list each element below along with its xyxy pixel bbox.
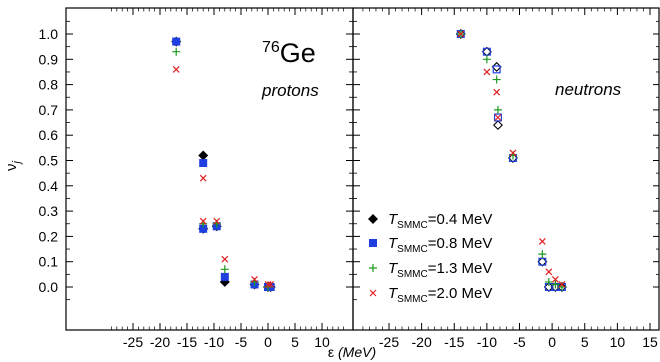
legend-entry: TSMMC=1.3 MeV xyxy=(369,260,492,280)
data-point-protons-x xyxy=(199,217,207,225)
data-point-protons-x xyxy=(221,255,229,263)
legend-entry: TSMMC=0.4 MeV xyxy=(368,211,492,231)
data-point-neutrons-plus xyxy=(544,277,553,286)
series-group-protons xyxy=(171,36,276,292)
legend-label: TSMMC=2.0 MeV xyxy=(388,285,492,305)
data-point-protons-x xyxy=(199,174,207,182)
data-point-neutrons-x xyxy=(483,68,491,76)
y-tick-label: 0.8 xyxy=(39,77,59,93)
legend-entry: TSMMC=0.8 MeV xyxy=(369,235,492,255)
data-point-protons-x xyxy=(213,217,221,225)
data-point-protons-diamond xyxy=(198,150,209,161)
panel-label-protons: protons xyxy=(261,81,319,100)
data-point-neutrons-plus xyxy=(538,250,547,259)
x-tick-label: -20 xyxy=(412,334,432,350)
legend-marker-x xyxy=(369,289,377,297)
data-point-neutrons-diamond xyxy=(492,120,503,131)
legend-label: TSMMC=1.3 MeV xyxy=(388,260,492,280)
y-tick-label: 0.3 xyxy=(39,203,59,219)
data-point-neutrons-square xyxy=(482,47,491,56)
data-point-neutrons-plus xyxy=(492,75,501,84)
x-tick-label: -10 xyxy=(477,334,497,350)
x-axis-neutrons: -25 -20 -15 -10 -5 0 5 10 15 xyxy=(362,8,658,350)
data-point-neutrons-plus xyxy=(551,280,560,289)
legend-marker-square xyxy=(369,239,378,248)
data-point-protons-x xyxy=(267,281,275,288)
legend-label: TSMMC=0.4 MeV xyxy=(388,211,492,231)
legend-entry: TSMMC=2.0 MeV xyxy=(369,285,492,305)
legend-marker-plus xyxy=(369,264,377,272)
data-point-protons-plus xyxy=(220,265,229,274)
y-tick-label: 0.1 xyxy=(39,254,59,270)
nucleus-label: 76Ge xyxy=(262,38,316,68)
data-point-protons-square xyxy=(220,272,229,281)
x-tick-label: 10 xyxy=(314,334,330,350)
data-point-protons-x xyxy=(264,281,272,288)
x-tick-label: 0 xyxy=(548,334,556,350)
x-tick-label: -15 xyxy=(444,334,464,350)
data-point-neutrons-x xyxy=(538,238,546,245)
x-axis-label: ε (MeV) xyxy=(328,344,376,360)
data-point-protons-square xyxy=(199,159,208,168)
y-axis-label: νj xyxy=(3,160,23,171)
x-tick-label: -10 xyxy=(204,334,224,350)
legend-marker-diamond xyxy=(368,214,378,224)
x-tick-label: -15 xyxy=(177,334,197,350)
x-axis-protons: -25 -20 -15 -10 -5 0 5 10 xyxy=(111,8,344,350)
data-point-neutrons-x xyxy=(558,281,566,288)
data-point-neutrons-square xyxy=(493,113,502,122)
y-tick-label: 0.5 xyxy=(39,153,59,169)
x-tick-label: -5 xyxy=(513,334,526,350)
data-point-neutrons-x xyxy=(551,275,559,283)
x-tick-label: -25 xyxy=(123,334,143,350)
data-point-neutrons-square xyxy=(538,257,547,266)
x-tick-label: -20 xyxy=(150,334,170,350)
x-tick-label: 5 xyxy=(581,334,589,350)
y-tick-label: 0.7 xyxy=(39,102,59,118)
data-point-neutrons-plus xyxy=(482,55,491,64)
legend-label: TSMMC=0.8 MeV xyxy=(388,235,492,255)
x-tick-label: -25 xyxy=(379,334,399,350)
panel-frame-2 xyxy=(352,7,660,331)
data-point-neutrons-plus xyxy=(493,105,502,114)
y-tick-label: 1.0 xyxy=(39,26,59,42)
x-tick-label: 10 xyxy=(610,334,626,350)
x-tick-label: 5 xyxy=(291,334,299,350)
y-tick-label: 0.0 xyxy=(39,279,59,295)
y-tick-label: 0.9 xyxy=(39,51,59,67)
y-axis: 0.0 0.1 0.2 0.3 0.4 0.5 0.6 0.7 0.8 0.9 1.0 xyxy=(39,20,659,301)
panel-label-neutrons: neutrons xyxy=(555,80,622,99)
data-point-neutrons-square xyxy=(492,65,501,74)
x-tick-label: -5 xyxy=(235,334,248,350)
data-point-neutrons-x xyxy=(493,88,501,96)
y-tick-label: 0.6 xyxy=(39,127,59,143)
data-point-protons-square xyxy=(172,37,181,46)
data-point-protons-plus xyxy=(172,47,181,56)
data-point-neutrons-x xyxy=(494,114,502,121)
data-point-neutrons-x xyxy=(545,268,553,276)
data-point-protons-x xyxy=(251,275,258,283)
y-tick-label: 0.4 xyxy=(39,178,59,194)
y-tick-label: 0.2 xyxy=(39,228,59,244)
data-point-neutrons-x xyxy=(509,149,517,157)
data-point-neutrons-x xyxy=(457,30,465,38)
x-tick-label: 15 xyxy=(642,334,658,350)
legend: TSMMC=0.4 MeV TSMMC=0.8 MeV TSMMC=1.3 MeV T… xyxy=(368,211,492,305)
data-point-neutrons-diamond xyxy=(537,256,548,267)
data-point-protons-x xyxy=(172,65,180,73)
x-tick-label: 0 xyxy=(264,334,272,350)
series-group-neutrons xyxy=(455,29,567,292)
